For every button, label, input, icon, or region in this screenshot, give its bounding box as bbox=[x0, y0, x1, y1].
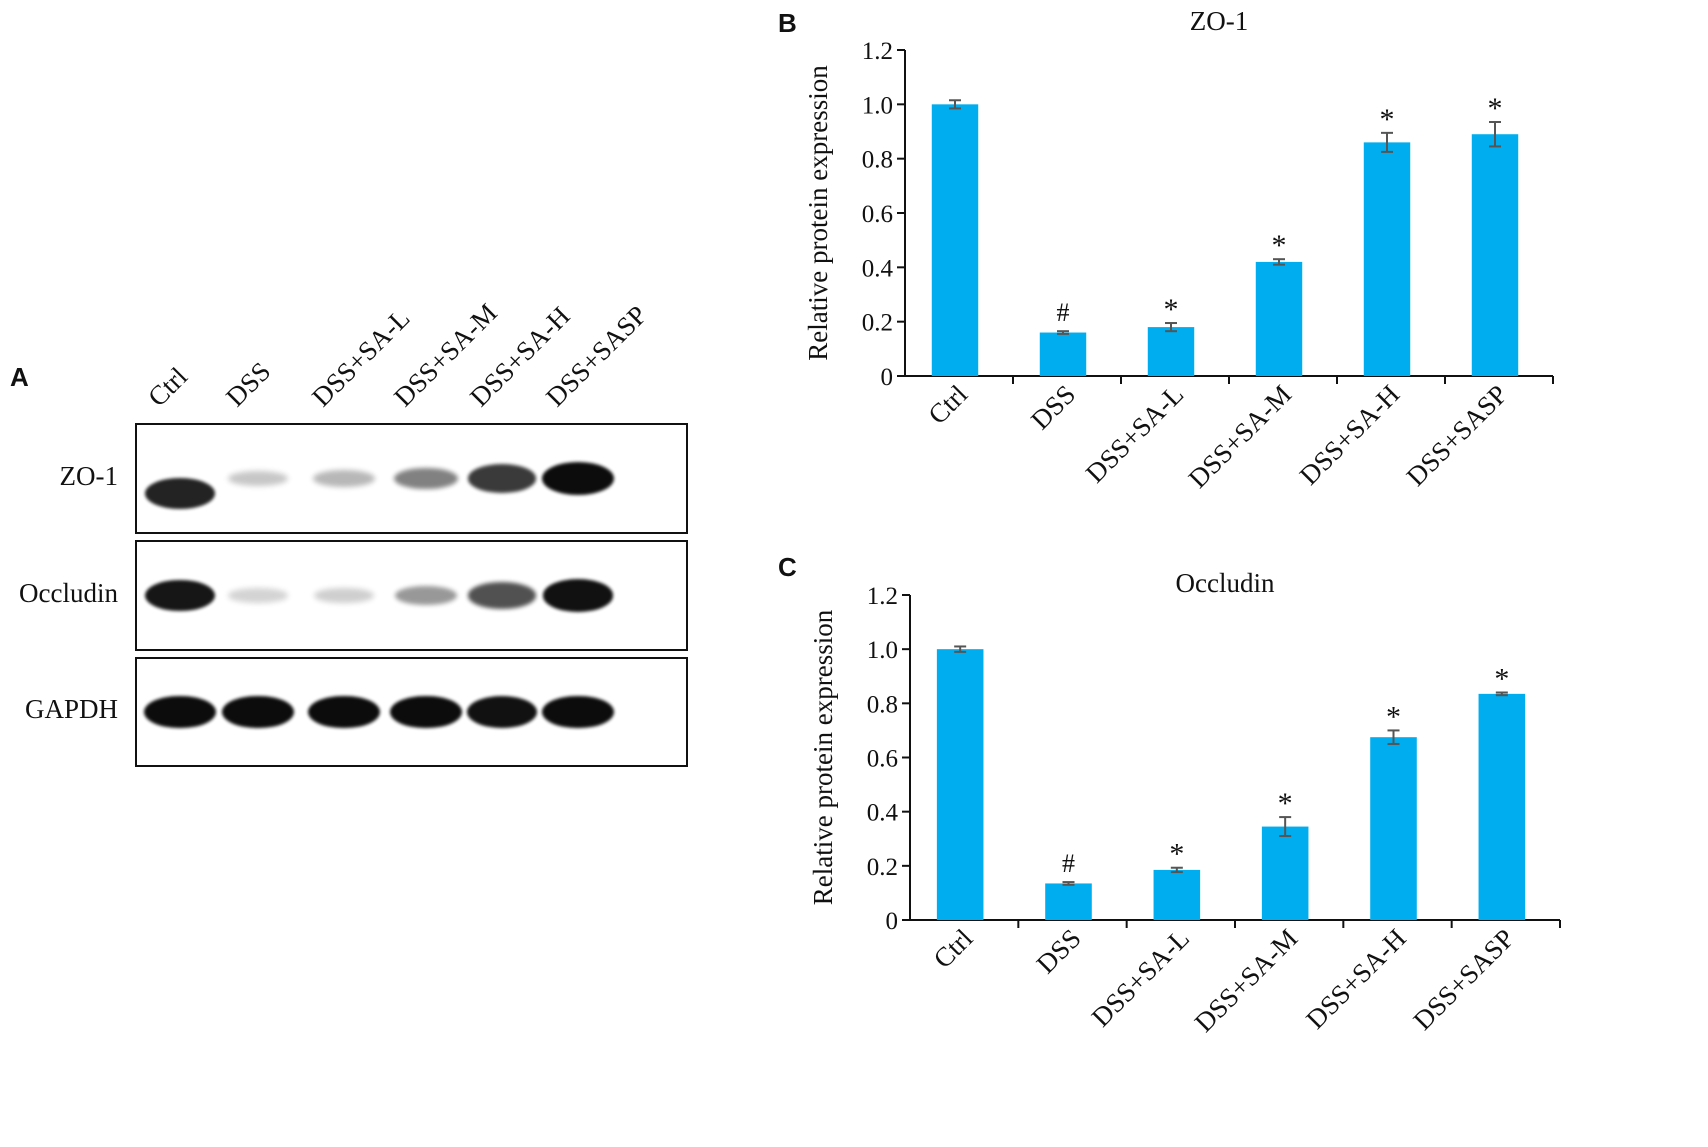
y-tick-label: 1.2 bbox=[862, 38, 893, 65]
x-tick-label: DSS bbox=[1031, 923, 1087, 979]
blot-membrane bbox=[135, 540, 688, 651]
blot-band bbox=[393, 467, 459, 490]
blot-band bbox=[228, 588, 288, 603]
y-tick-label: 0.8 bbox=[862, 147, 893, 174]
y-tick-label: 0 bbox=[881, 364, 894, 391]
blot-band bbox=[468, 582, 536, 609]
blot-lane-label: DSS bbox=[220, 356, 277, 413]
y-tick-label: 0.8 bbox=[867, 691, 898, 718]
blot-band bbox=[390, 695, 462, 729]
significance-mark: # bbox=[1057, 298, 1070, 327]
y-tick-label: 0.6 bbox=[862, 201, 893, 228]
bar-dss bbox=[1045, 883, 1092, 920]
y-tick-label: 0.4 bbox=[867, 800, 899, 827]
occludin-bar-chart: Occludin Relative protein expression 0 0.2 0… bbox=[808, 568, 1561, 1038]
blot-band bbox=[222, 695, 294, 729]
y-tick-label: 0.2 bbox=[862, 310, 893, 337]
x-tick-label: DSS+SA-L bbox=[1080, 379, 1189, 488]
blot-row-label: GAPDH bbox=[24, 694, 118, 724]
significance-mark: * bbox=[1169, 838, 1184, 871]
blot-band bbox=[227, 470, 289, 487]
blot-band bbox=[144, 579, 216, 612]
blot-row-label: Occludin bbox=[19, 577, 118, 608]
blot-band bbox=[466, 695, 538, 729]
bar-dss-sa-h bbox=[1370, 737, 1417, 920]
blot-membrane bbox=[135, 423, 688, 534]
x-tick-label: DSS+SA-L bbox=[1086, 923, 1195, 1032]
bar-dss-sa-m bbox=[1261, 826, 1309, 920]
blot-band bbox=[144, 695, 216, 729]
bar-dss-sa-h bbox=[1363, 142, 1411, 376]
significance-mark: * bbox=[1278, 787, 1293, 820]
panel-c-label: C bbox=[778, 552, 797, 582]
x-tick-label: DSS+SASP bbox=[1407, 923, 1520, 1036]
y-tick-label: 0 bbox=[886, 908, 899, 935]
y-axis-label: Relative protein expression bbox=[803, 65, 833, 361]
significance-mark: * bbox=[1164, 293, 1179, 326]
x-tick-label: Ctrl bbox=[922, 379, 973, 430]
bar-ctrl bbox=[931, 104, 979, 376]
bar-dss bbox=[1039, 332, 1087, 376]
panel-a-label: A bbox=[10, 362, 29, 392]
bar-dss-sa-l bbox=[1147, 327, 1195, 376]
bar-ctrl bbox=[936, 649, 984, 920]
western-blot-panel: Ctrl DSS DSS+SA-L DSS+SA-M DSS+SA-H DSS+SASP Z… bbox=[0, 0, 700, 1147]
blot-band bbox=[542, 695, 614, 729]
chart-title: Occludin bbox=[1176, 568, 1275, 598]
bar-dss-sa-m bbox=[1255, 261, 1303, 376]
y-tick-label: 1.2 bbox=[867, 583, 898, 610]
significance-mark: * bbox=[1494, 663, 1509, 696]
x-tick-label: DSS+SA-H bbox=[1300, 923, 1412, 1035]
bar-dss-sa-l bbox=[1153, 869, 1201, 920]
bar-dss-sasp bbox=[1478, 693, 1526, 920]
blot-row-label: ZO-1 bbox=[59, 460, 118, 491]
y-axis-label: Relative protein expression bbox=[808, 609, 838, 905]
blot-band bbox=[313, 470, 375, 487]
chart-title: ZO-1 bbox=[1190, 6, 1248, 36]
blot-band bbox=[542, 462, 614, 495]
bar-dss-sasp bbox=[1471, 134, 1519, 376]
blot-membrane bbox=[135, 657, 688, 767]
y-tick-label: 1.0 bbox=[867, 637, 898, 664]
panel-b-label: B bbox=[778, 8, 797, 38]
significance-mark: * bbox=[1380, 103, 1395, 136]
y-tick-label: 0.2 bbox=[867, 854, 898, 881]
blot-band bbox=[542, 579, 614, 612]
x-tick-label: DSS bbox=[1025, 379, 1081, 435]
significance-mark: * bbox=[1488, 92, 1503, 125]
blot-band bbox=[467, 464, 537, 493]
blot-band bbox=[394, 585, 458, 606]
blot-band bbox=[145, 478, 215, 509]
significance-mark: # bbox=[1062, 849, 1075, 878]
y-tick-label: 0.6 bbox=[867, 746, 898, 773]
x-tick-label: Ctrl bbox=[927, 923, 978, 974]
blot-band bbox=[314, 588, 374, 603]
blot-lane-label: Ctrl bbox=[142, 361, 194, 413]
significance-mark: * bbox=[1272, 229, 1287, 262]
x-tick-label: DSS+SA-H bbox=[1294, 379, 1406, 491]
y-tick-label: 1.0 bbox=[862, 92, 893, 119]
significance-mark: * bbox=[1386, 700, 1401, 733]
y-tick-label: 0.4 bbox=[862, 255, 894, 282]
zo1-bar-chart: ZO-1 Relative protein expression 0 0.2 0.4 0.… bbox=[803, 6, 1554, 494]
x-tick-label: DSS+SA-M bbox=[1182, 379, 1297, 494]
x-tick-label: DSS+SASP bbox=[1401, 379, 1514, 492]
blot-band bbox=[308, 695, 380, 729]
x-tick-label: DSS+SA-M bbox=[1189, 923, 1304, 1038]
